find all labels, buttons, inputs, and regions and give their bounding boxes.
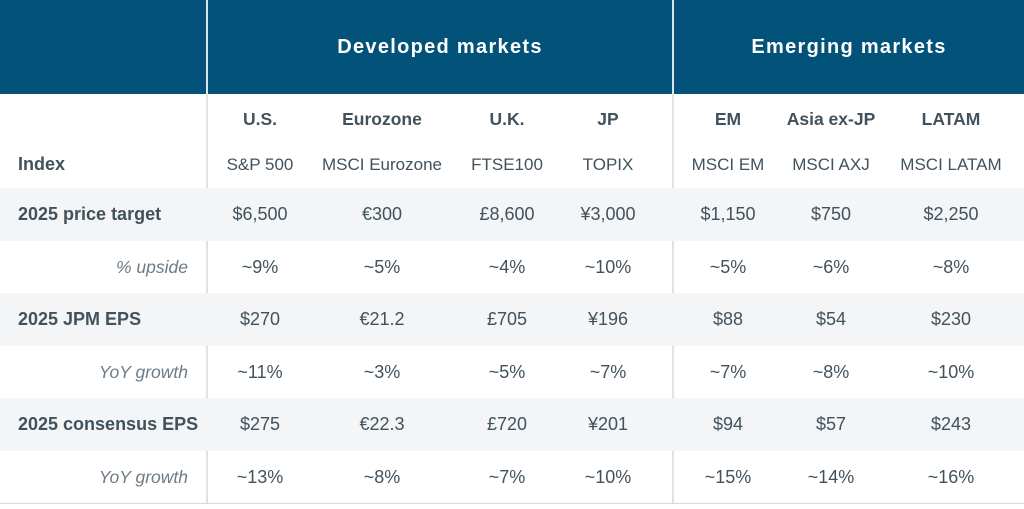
row-label: % upside (116, 256, 188, 277)
region-header-row: U.S. Eurozone U.K. JP EM Asia ex-JP LATA… (0, 96, 1024, 143)
group-title-developed-markets: Developed markets (337, 35, 543, 58)
table-cell: ~5% (363, 256, 401, 277)
column-header-em: EM (714, 109, 742, 129)
table-bottom-border (0, 503, 1024, 504)
index-row-label: Index (18, 154, 66, 174)
table-cell: ~9% (241, 256, 279, 277)
column-header-asia-ex-jp: Asia ex-JP (786, 109, 876, 129)
table-cell: ¥3,000 (580, 204, 636, 225)
table-cell: ~7% (709, 361, 747, 382)
table-cell: €300 (361, 204, 403, 225)
index-name-ftse100: FTSE100 (471, 154, 543, 174)
table-cell: ~15% (704, 466, 752, 487)
index-name-topix: TOPIX (582, 154, 634, 174)
column-header-eurozone: Eurozone (342, 109, 422, 129)
table-cell: $275 (239, 414, 281, 435)
table-cell: ~8% (932, 256, 970, 277)
table-row-pct-upside: % upside ~9% ~5% ~4% ~10% ~5% ~6% ~8% (0, 241, 1024, 294)
column-header-uk: U.K. (489, 109, 525, 129)
table-cell: ~8% (812, 361, 850, 382)
group-title-emerging-markets: Emerging markets (751, 35, 947, 58)
table-cell: £705 (486, 309, 528, 330)
table-cell: ~5% (709, 256, 747, 277)
table-cell: $6,500 (232, 204, 288, 225)
column-header-us: U.S. (242, 109, 278, 129)
table-row-price-target: 2025 price target $6,500 €300 £8,600 ¥3,… (0, 188, 1024, 241)
index-name-msci-axj: MSCI AXJ (792, 154, 870, 174)
table-cell: $750 (810, 204, 852, 225)
column-header-latam: LATAM (921, 109, 981, 129)
table-cell: ~3% (363, 361, 401, 382)
table-row-consensus-eps: 2025 consensus EPS $275 €22.3 £720 ¥201 … (0, 398, 1024, 451)
table-cell: ¥196 (587, 309, 629, 330)
table-cell: ~13% (236, 466, 284, 487)
table-cell: ~7% (488, 466, 526, 487)
table-cell: $88 (712, 309, 744, 330)
table-cell: ~11% (237, 361, 283, 382)
index-name-msci-latam: MSCI LATAM (900, 154, 1002, 174)
table-cell: ~10% (927, 361, 975, 382)
table-cell: $54 (815, 309, 847, 330)
table-row-jpm-eps: 2025 JPM EPS $270 €21.2 £705 ¥196 $88 $5… (0, 293, 1024, 346)
table-cell: ~8% (363, 466, 401, 487)
table-cell: $1,150 (700, 204, 756, 225)
index-row: Index S&P 500 MSCI Eurozone FTSE100 TOPI… (0, 142, 1024, 187)
table-cell: $57 (815, 414, 847, 435)
table-cell: €21.2 (359, 309, 405, 330)
table-cell: $94 (712, 414, 744, 435)
index-name-msci-em: MSCI EM (691, 154, 765, 174)
table-cell: ~6% (812, 256, 850, 277)
table-cell: ~14% (807, 466, 855, 487)
table-cell: ~10% (584, 256, 632, 277)
column-header-jp: JP (597, 109, 619, 129)
table-cell: ¥201 (587, 414, 629, 435)
table-row-consensus-yoy-growth: YoY growth ~13% ~8% ~7% ~10% ~15% ~14% ~… (0, 451, 1024, 504)
table-header-band (0, 0, 1024, 94)
table-cell: £8,600 (479, 204, 535, 225)
index-name-msci-eurozone: MSCI Eurozone (322, 154, 442, 174)
row-label: 2025 consensus EPS (18, 414, 199, 435)
table-cell: $243 (930, 414, 972, 435)
table-cell: €22.3 (359, 414, 405, 435)
table-cell: $2,250 (923, 204, 979, 225)
table-cell: ~7% (589, 361, 627, 382)
index-name-sp500: S&P 500 (226, 154, 294, 174)
row-label: 2025 JPM EPS (18, 309, 142, 330)
row-label: YoY growth (98, 361, 188, 382)
divider-label-column (206, 0, 208, 504)
table-cell: ~4% (488, 256, 526, 277)
row-label: 2025 price target (18, 204, 162, 225)
divider-developed-emerging (672, 0, 674, 504)
table-cell: ~10% (584, 466, 632, 487)
table-cell: ~5% (488, 361, 526, 382)
table-cell: $230 (930, 309, 972, 330)
table-cell: ~16% (927, 466, 975, 487)
table-row-jpm-yoy-growth: YoY growth ~11% ~3% ~5% ~7% ~7% ~8% ~10% (0, 346, 1024, 399)
table-cell: $270 (239, 309, 281, 330)
table-cell: £720 (486, 414, 528, 435)
row-label: YoY growth (98, 466, 188, 487)
